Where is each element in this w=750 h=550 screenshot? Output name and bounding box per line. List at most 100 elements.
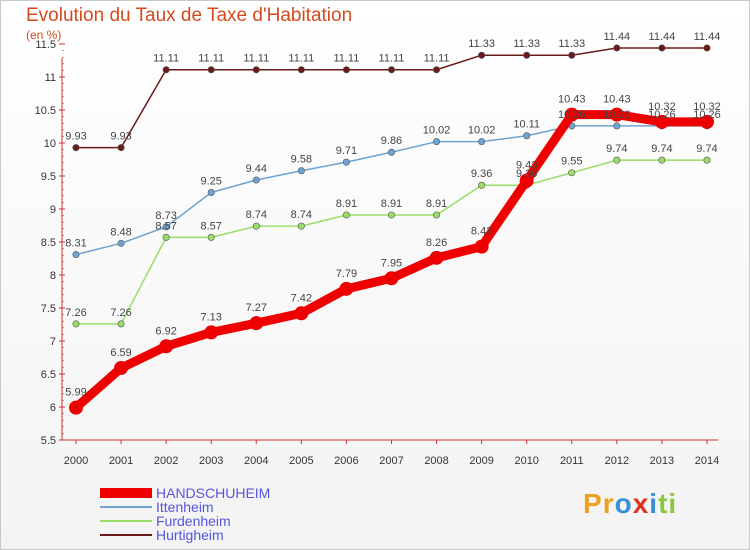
legend-swatch (100, 520, 152, 522)
data-label-hurtigheim: 11.11 (198, 53, 224, 65)
data-point-ittenheim (387, 148, 395, 156)
data-label-hurtigheim: 11.11 (288, 53, 314, 65)
data-point-furdenheim (207, 233, 215, 241)
y-tick-label: 7.5 (41, 303, 56, 315)
data-point-hurtigheim (252, 66, 260, 74)
data-label-ittenheim: 9.58 (291, 154, 312, 166)
y-tick-label: 5.5 (41, 435, 56, 447)
data-point-hurtigheim (117, 144, 125, 152)
data-label-furdenheim: 7.26 (110, 307, 131, 319)
data-label-furdenheim: 7.26 (65, 307, 86, 319)
data-label-handschuheim: 10.43 (558, 94, 586, 106)
data-label-furdenheim: 8.74 (291, 209, 312, 221)
data-label-ittenheim: 9.44 (246, 163, 267, 175)
data-label-furdenheim: 8.91 (381, 198, 402, 210)
legend-label: Furdenheim (156, 513, 231, 529)
data-point-furdenheim (72, 320, 80, 328)
x-tick-label: 2013 (650, 455, 674, 467)
data-point-hurtigheim (433, 66, 441, 74)
data-point-handschuheim (474, 239, 489, 254)
data-label-hurtigheim: 11.33 (468, 38, 495, 50)
data-label-ittenheim: 8.73 (155, 210, 176, 222)
data-point-hurtigheim (613, 44, 621, 52)
data-point-hurtigheim (478, 51, 486, 59)
x-tick-label: 2012 (605, 455, 629, 467)
legend-label: HANDSCHUHEIM (156, 485, 271, 501)
data-point-furdenheim (703, 156, 711, 164)
data-label-ittenheim: 10.02 (468, 125, 496, 137)
data-label-hurtigheim: 11.11 (333, 53, 359, 65)
data-label-handschuheim: 10.43 (603, 94, 631, 106)
series-line-furdenheim (75, 159, 708, 325)
data-label-handschuheim: 8.43 (471, 226, 492, 238)
data-point-furdenheim (252, 222, 260, 230)
y-tick-label: 7 (50, 336, 56, 348)
logo-letter: t (658, 488, 669, 519)
x-tick-label: 2006 (334, 455, 358, 467)
data-point-handschuheim (339, 281, 354, 296)
data-label-ittenheim: 10.11 (513, 119, 540, 131)
data-label-furdenheim: 9.74 (696, 143, 717, 155)
y-tick-label: 10.5 (35, 105, 56, 117)
legend-item-furdenheim: Furdenheim (100, 514, 270, 528)
data-point-hurtigheim (523, 51, 531, 59)
data-label-handschuheim: 6.92 (155, 325, 176, 337)
y-tick-label: 11.5 (35, 39, 56, 51)
data-point-furdenheim (613, 156, 621, 164)
data-label-furdenheim: 8.91 (426, 198, 447, 210)
proxiti-logo: Proxiti (583, 488, 677, 520)
data-label-furdenheim: 8.74 (246, 209, 267, 221)
y-tick-label: 10 (44, 138, 56, 150)
data-point-hurtigheim (342, 66, 350, 74)
data-point-hurtigheim (207, 66, 215, 74)
data-point-ittenheim (207, 189, 215, 197)
x-tick-label: 2004 (244, 455, 268, 467)
x-tick-label: 2011 (560, 455, 584, 467)
data-point-ittenheim (523, 132, 531, 140)
data-label-ittenheim: 10.26 (558, 109, 586, 121)
y-tick-label: 9 (50, 204, 56, 216)
data-point-ittenheim (72, 251, 80, 259)
data-point-furdenheim (387, 211, 395, 219)
y-tick-label: 8 (50, 270, 56, 282)
x-tick-label: 2008 (424, 455, 448, 467)
x-tick-label: 2005 (289, 455, 313, 467)
data-label-handschuheim: 10.32 (648, 101, 676, 113)
x-tick-label: 2002 (154, 455, 178, 467)
data-label-handschuheim: 7.13 (200, 311, 221, 323)
data-label-handschuheim: 5.99 (65, 387, 86, 399)
data-label-hurtigheim: 11.11 (424, 53, 450, 65)
y-tick-label: 8.5 (41, 237, 56, 249)
data-point-furdenheim (478, 181, 486, 189)
data-point-handschuheim (609, 107, 624, 122)
logo-letter: i (668, 488, 678, 519)
data-point-handschuheim (429, 250, 444, 265)
y-tick-label: 6 (50, 402, 56, 414)
data-label-ittenheim: 10.26 (693, 109, 721, 121)
data-point-hurtigheim (658, 44, 666, 52)
data-point-hurtigheim (387, 66, 395, 74)
legend-swatch (100, 488, 152, 498)
data-label-handschuheim: 9.43 (516, 160, 537, 172)
data-point-furdenheim (342, 211, 350, 219)
data-point-hurtigheim (297, 66, 305, 74)
legend-swatch (100, 534, 152, 536)
data-label-furdenheim: 9.36 (516, 168, 537, 180)
y-tick-label: 6.5 (41, 369, 56, 381)
data-point-ittenheim (342, 158, 350, 166)
data-label-ittenheim: 10.02 (423, 125, 451, 137)
data-label-hurtigheim: 11.11 (243, 53, 269, 65)
data-label-handschuheim: 7.95 (381, 257, 402, 269)
data-label-hurtigheim: 9.93 (110, 131, 131, 143)
data-point-handschuheim (384, 271, 399, 286)
data-point-handschuheim (249, 316, 264, 331)
legend: HANDSCHUHEIM Ittenheim Furdenheim Hurtighei… (100, 486, 270, 542)
data-point-handschuheim (564, 107, 579, 122)
data-label-furdenheim: 8.57 (200, 220, 221, 232)
data-label-furdenheim: 9.36 (471, 168, 492, 180)
data-label-furdenheim: 8.91 (336, 198, 357, 210)
data-label-ittenheim: 10.26 (648, 109, 676, 121)
data-label-ittenheim: 9.71 (336, 145, 357, 157)
x-tick-label: 2010 (514, 455, 538, 467)
